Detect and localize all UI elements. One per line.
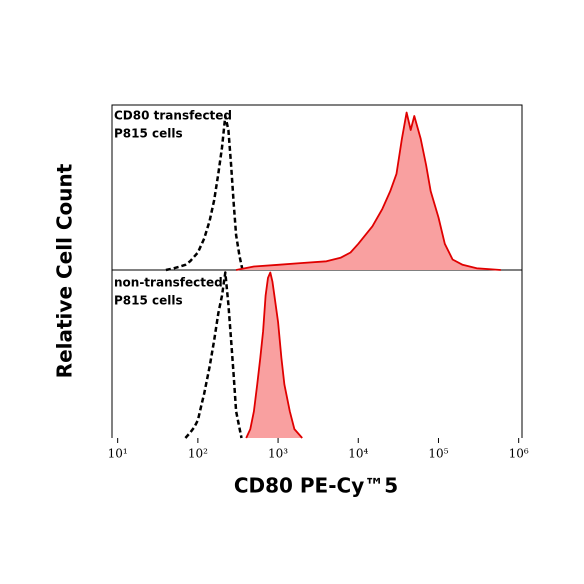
x-tick-label: 10⁴ (348, 447, 368, 461)
annotation: non-transfected (114, 276, 223, 290)
annotation: P815 cells (114, 127, 183, 141)
area (246, 272, 303, 438)
histogram-line (165, 114, 244, 272)
histogram-line (245, 271, 303, 439)
x-tick-label: 10⁵ (428, 447, 448, 461)
histogram-line (184, 271, 243, 439)
x-tick-label: 10² (188, 447, 208, 461)
annotation: P815 cells (114, 294, 183, 308)
annotation: CD80 transfected (114, 109, 232, 123)
x-tick-label: 10¹ (108, 447, 128, 461)
panel-frame (111, 104, 523, 270)
x-tick-label: 10⁶ (509, 447, 529, 461)
x-tick-label: 10³ (268, 447, 288, 461)
x-axis-label: CD80 PE-Cy™5 (234, 474, 398, 498)
area (236, 112, 501, 270)
y-axis-label: Relative Cell Count (53, 163, 77, 378)
histogram-line (235, 111, 501, 271)
